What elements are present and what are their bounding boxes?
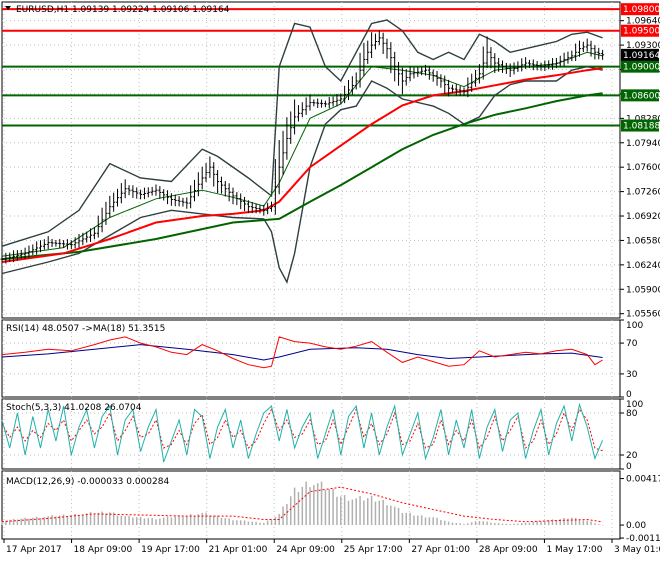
level-label: 1.09000	[623, 63, 660, 73]
level-price-tag	[621, 60, 659, 73]
macd-pane	[1, 481, 604, 526]
rsi-tick-label: 0	[626, 390, 632, 400]
current-price-tag	[621, 48, 659, 61]
pane-frame-macd	[1, 470, 621, 540]
stoch-main-line	[1, 402, 604, 463]
x-tick-label: 28 Apr 09:00	[479, 545, 538, 555]
level-price-tag	[621, 3, 659, 16]
y-tick-label: 1.06580	[626, 236, 660, 246]
grid-lines	[2, 2, 620, 539]
rsi-title: RSI(14) 48.0507 ->MA(18) 51.3515	[6, 324, 165, 334]
level-label: 1.09800	[623, 5, 660, 15]
level-price-tag	[621, 24, 659, 37]
stoch-tick-label: 100	[626, 400, 643, 410]
bollinger-lower-band	[1, 65, 603, 284]
y-tick-label: 1.07260	[626, 188, 660, 198]
stoch-tick-label: 20	[626, 451, 638, 461]
rsi-line	[1, 336, 603, 369]
x-tick-label: 21 Apr 01:00	[209, 545, 268, 555]
y-tick-label: 1.08280	[626, 114, 660, 124]
x-tick-label: 18 Apr 09:00	[74, 545, 133, 555]
y-tick-label: 1.05560	[626, 310, 660, 320]
rsi-tick-label: 30	[626, 370, 638, 380]
x-tick-label: 1 May 17:00	[546, 545, 602, 555]
macd-tick-label: 0.00	[626, 521, 646, 531]
stoch-tick-label: 80	[626, 409, 638, 419]
collapse-triangle-icon[interactable]	[5, 6, 11, 10]
y-tick-label: 1.06240	[626, 261, 660, 271]
x-tick-label: 24 Apr 09:00	[276, 545, 335, 555]
ma-slow-line	[1, 92, 603, 261]
y-tick-label: 1.06920	[626, 212, 660, 222]
pane-frame-stoch	[1, 398, 621, 470]
stoch-title: Stoch(5,3,3) 41.0208 26.0704	[6, 403, 142, 413]
macd-tick-label: 0.004171	[626, 475, 660, 485]
y-tick-label: 1.07940	[626, 139, 660, 149]
x-tick-label: 27 Apr 01:00	[411, 545, 470, 555]
stochastic-pane	[1, 402, 604, 463]
level-label: 1.08600	[623, 91, 660, 101]
stoch-signal-line	[1, 408, 603, 452]
macd-title: MACD(12,26,9) -0.000033 0.000284	[6, 477, 169, 487]
ma-mid-line	[1, 67, 603, 263]
rsi-tick-label: 70	[626, 339, 638, 349]
rsi-tick-label: 100	[626, 321, 643, 331]
x-tick-label: 17 Apr 2017	[6, 545, 62, 555]
level-price-tag	[621, 89, 659, 102]
y-tick-label: 1.07600	[626, 163, 660, 173]
rsi-ma-line	[1, 344, 603, 361]
pane-frames	[1, 1, 621, 540]
stoch-tick-label: 0	[626, 462, 632, 472]
symbol-info: EURUSD,H1 1.09139 1.09224 1.09106 1.0916…	[16, 5, 230, 15]
axes: 17 Apr 2017 18 Apr 09:00 19 Apr 17:00 21 Ap…	[3, 3, 660, 555]
x-tick-label: 19 Apr 17:00	[141, 545, 200, 555]
bollinger-upper-band	[1, 19, 603, 247]
pane-frame-main	[1, 1, 621, 319]
y-tick-label: 1.09300	[626, 41, 660, 51]
pane-frame-rsi	[1, 319, 621, 398]
level-price-tag	[621, 119, 659, 132]
rsi-pane	[1, 336, 603, 369]
y-tick-label: 1.09640	[626, 17, 660, 27]
current-price-label: 1.09164	[623, 51, 660, 61]
macd-tick-label: -0.001164	[626, 534, 660, 544]
level-label: 1.09500	[623, 27, 660, 37]
x-tick-label: 3 May 01:00	[614, 545, 660, 555]
x-tick-label: 25 Apr 17:00	[344, 545, 403, 555]
level-label: 1.08188	[623, 122, 660, 132]
y-tick-label: 1.05900	[626, 285, 660, 295]
price-pane	[0, 8, 620, 284]
